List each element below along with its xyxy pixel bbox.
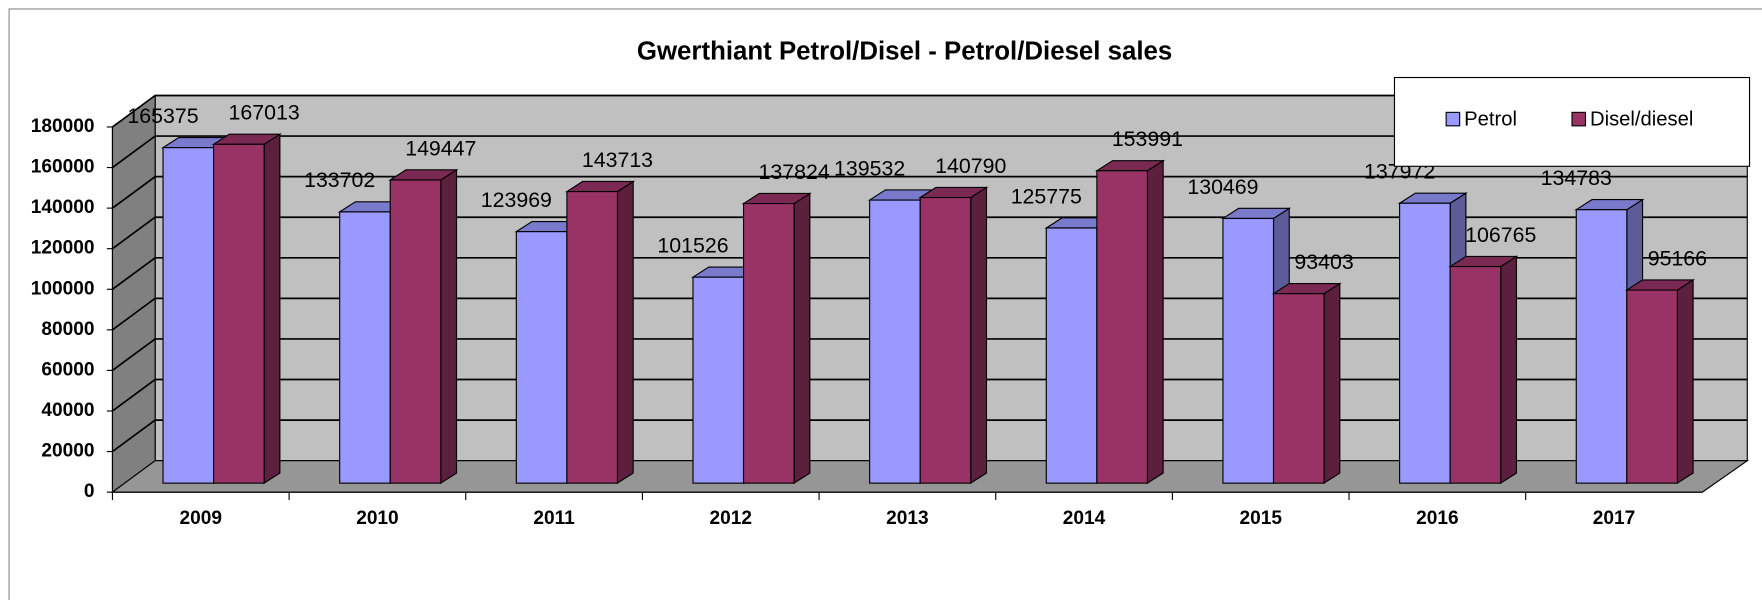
bar-side xyxy=(793,192,811,485)
bar xyxy=(692,276,745,484)
y-tick-label: 140000 xyxy=(31,197,95,218)
bar xyxy=(339,211,391,484)
data-label: 167013 xyxy=(229,101,300,125)
data-label: 133702 xyxy=(304,168,375,192)
bar xyxy=(919,196,972,484)
x-tick-label: 2016 xyxy=(1416,508,1458,529)
y-tick-label: 60000 xyxy=(41,359,94,380)
bar xyxy=(566,191,619,484)
y-tick-label: 100000 xyxy=(31,278,95,299)
legend: Petrol Disel/diesel xyxy=(1393,76,1751,167)
data-label: 123969 xyxy=(481,188,552,212)
grid-line xyxy=(111,135,1748,169)
y-tick-label: 20000 xyxy=(41,441,94,462)
grid-line xyxy=(111,297,1748,331)
bar xyxy=(1272,293,1325,484)
data-label: 134783 xyxy=(1541,166,1612,190)
bar-side xyxy=(1323,282,1341,485)
data-label: 130469 xyxy=(1187,175,1258,199)
data-label: 125775 xyxy=(1011,184,1082,208)
data-label: 101526 xyxy=(657,233,728,257)
data-label: 149447 xyxy=(405,136,476,160)
grid-line xyxy=(111,378,1748,412)
bar xyxy=(389,179,442,484)
bar-side xyxy=(263,133,281,485)
bar xyxy=(1626,289,1678,484)
x-tick-label: 2011 xyxy=(533,508,575,529)
y-tick-label: 160000 xyxy=(31,157,95,178)
bar xyxy=(869,199,921,484)
bar-side xyxy=(440,168,458,485)
grid-line xyxy=(111,338,1748,372)
grid-line xyxy=(111,256,1748,290)
data-label: 106765 xyxy=(1465,223,1536,247)
bar xyxy=(162,147,215,484)
grid-line xyxy=(111,175,1748,209)
bar-side xyxy=(1500,255,1518,485)
data-label: 140790 xyxy=(935,154,1006,178)
y-tick-label: 80000 xyxy=(41,319,94,340)
grid-line xyxy=(111,419,1748,453)
y-tick-label: 0 xyxy=(84,481,95,502)
legend-swatch xyxy=(1445,111,1461,127)
legend-swatch xyxy=(1571,111,1587,127)
y-tick-label: 40000 xyxy=(41,400,94,421)
side-wall xyxy=(111,94,156,494)
data-label: 165375 xyxy=(127,104,198,128)
chart-title: Gwerthiant Petrol/Disel - Petrol/Diesel … xyxy=(637,38,1172,66)
legend-label: Disel/diesel xyxy=(1590,109,1693,131)
x-tick-label: 2013 xyxy=(886,508,928,529)
bar xyxy=(1399,202,1451,484)
bar xyxy=(1575,209,1628,484)
x-tick-label: 2009 xyxy=(180,508,222,529)
data-label: 95166 xyxy=(1648,246,1707,270)
y-tick-label: 120000 xyxy=(31,238,95,259)
bar-side xyxy=(1676,278,1694,485)
data-label: 93403 xyxy=(1294,250,1353,274)
bar-side xyxy=(616,180,634,485)
bar xyxy=(1222,217,1275,484)
bar xyxy=(1449,265,1502,484)
bar-side xyxy=(1146,159,1164,485)
data-label: 139532 xyxy=(834,156,905,180)
grid-line xyxy=(111,94,1748,128)
bar xyxy=(1096,170,1148,484)
legend-label: Petrol xyxy=(1464,109,1517,131)
x-tick-label: 2010 xyxy=(356,508,398,529)
x-tick-label: 2014 xyxy=(1063,508,1106,529)
y-tick-label: 180000 xyxy=(31,116,95,137)
bar xyxy=(742,202,795,484)
x-tick-label: 2017 xyxy=(1593,508,1635,529)
bar xyxy=(213,143,265,484)
x-tick-label: 2015 xyxy=(1239,508,1282,529)
data-label: 153991 xyxy=(1112,127,1183,151)
grid-line xyxy=(111,216,1748,250)
x-tick-label: 2012 xyxy=(710,508,752,529)
bar xyxy=(515,231,568,484)
bar xyxy=(1045,227,1098,484)
data-label: 143713 xyxy=(582,148,653,172)
bar-side xyxy=(970,186,988,485)
data-label: 137824 xyxy=(759,160,830,184)
